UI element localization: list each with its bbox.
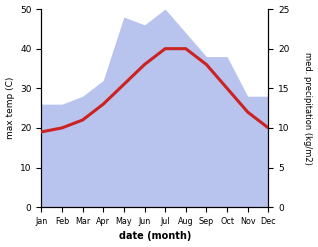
Y-axis label: med. precipitation (kg/m2): med. precipitation (kg/m2) xyxy=(303,52,313,165)
X-axis label: date (month): date (month) xyxy=(119,231,191,242)
Y-axis label: max temp (C): max temp (C) xyxy=(5,77,15,139)
